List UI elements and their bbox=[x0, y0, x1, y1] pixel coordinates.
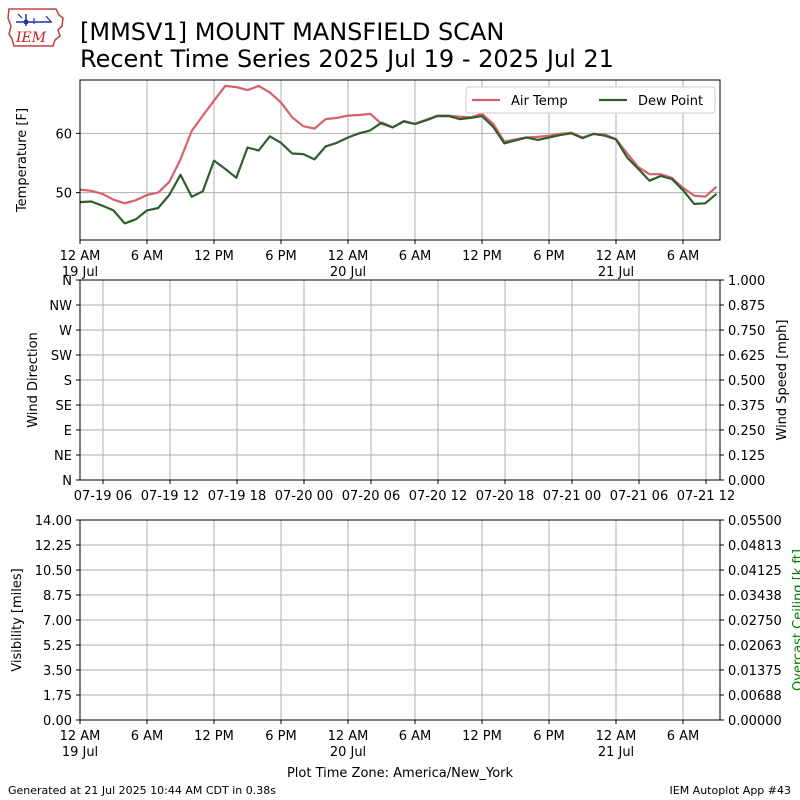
wind-y2tick-label: 0.750 bbox=[728, 324, 765, 339]
vis-xtick-label: 12 AM bbox=[60, 729, 101, 744]
wind-xtick-label: 07-21 00 bbox=[543, 489, 601, 504]
vis-axes-frame bbox=[79, 519, 721, 721]
vis-xtick-date: 21 Jul bbox=[598, 745, 634, 760]
wind-axes-frame bbox=[79, 279, 721, 481]
temp-ytick-label: 50 bbox=[55, 187, 72, 202]
app-note: IEM Autoplot App #43 bbox=[669, 784, 792, 797]
wind-y2tick-label: 0.125 bbox=[728, 449, 765, 464]
vis-ytick-label: 0.00 bbox=[43, 714, 72, 729]
vis-xtick-label: 6 AM bbox=[131, 729, 164, 744]
legend-air-temp-label: Air Temp bbox=[511, 94, 568, 109]
temp-xtick-label: 6 AM bbox=[667, 249, 700, 264]
ceiling-y2tick-label: 0.02750 bbox=[728, 614, 782, 629]
vis-ytick-label: 1.75 bbox=[43, 689, 72, 704]
wind-xtick-label: 07-19 06 bbox=[74, 489, 132, 504]
temp-xtick-date: 19 Jul bbox=[62, 265, 98, 280]
temp-ylabel: Temperature [F] bbox=[15, 108, 30, 213]
temp-xtick-label: 6 AM bbox=[399, 249, 432, 264]
wind-y2tick-label: 0.375 bbox=[728, 399, 765, 414]
vis-xtick-date: 19 Jul bbox=[62, 745, 98, 760]
vis-ylabel: Visibility [miles] bbox=[10, 568, 25, 671]
vis-ytick-label: 5.25 bbox=[43, 639, 72, 654]
wind-ytick-label: NW bbox=[49, 299, 72, 314]
wind-xtick-label: 07-21 06 bbox=[610, 489, 668, 504]
dew-point-line bbox=[79, 114, 718, 225]
wind-ytick-label: N bbox=[62, 274, 72, 289]
vis-xtick-date: 20 Jul bbox=[330, 745, 366, 760]
wind-xtick-label: 07-20 18 bbox=[476, 489, 534, 504]
vis-xtick-label: 12 AM bbox=[596, 729, 637, 744]
wind-ytick-label: N bbox=[62, 474, 72, 489]
wind-ytick-label: S bbox=[64, 374, 72, 389]
temp-xtick-label: 6 AM bbox=[131, 249, 164, 264]
wind-ytick-label: NE bbox=[54, 449, 72, 464]
vis-xtick-label: 12 PM bbox=[194, 729, 234, 744]
logo-text: IEM bbox=[15, 30, 47, 46]
temp-xtick-date: 21 Jul bbox=[598, 265, 634, 280]
ceiling-y2tick-label: 0.04813 bbox=[728, 539, 782, 554]
wind-ylabel: Wind Direction bbox=[26, 332, 41, 428]
vis-ytick-label: 14.00 bbox=[35, 514, 72, 529]
generated-note: Generated at 21 Jul 2025 10:44 AM CDT in… bbox=[8, 784, 276, 797]
vis-xtick-label: 12 PM bbox=[462, 729, 502, 744]
temp-xtick-label: 6 PM bbox=[533, 249, 564, 264]
temp-xtick-label: 6 PM bbox=[265, 249, 296, 264]
wind-ytick-label: SE bbox=[56, 399, 72, 414]
temp-xtick-date: 20 Jul bbox=[330, 265, 366, 280]
wind-y2tick-label: 0.500 bbox=[728, 374, 765, 389]
ceiling-y2tick-label: 0.00688 bbox=[728, 689, 782, 704]
vis-xtick-label: 12 AM bbox=[328, 729, 369, 744]
chart-title-line2: Recent Time Series 2025 Jul 19 - 2025 Ju… bbox=[80, 45, 614, 73]
wind-ytick-label: W bbox=[59, 324, 72, 339]
wind-xtick-label: 07-20 06 bbox=[342, 489, 400, 504]
wind-y2tick-label: 0.875 bbox=[728, 299, 765, 314]
wind-xtick-label: 07-21 12 bbox=[677, 489, 735, 504]
wind-xtick-label: 07-19 12 bbox=[141, 489, 199, 504]
wind-y2tick-label: 1.000 bbox=[728, 274, 765, 289]
ceiling-y2tick-label: 0.00000 bbox=[728, 714, 782, 729]
ceiling-y2tick-label: 0.05500 bbox=[728, 514, 782, 529]
ceiling-y2tick-label: 0.03438 bbox=[728, 589, 782, 604]
vis-ytick-label: 8.75 bbox=[43, 589, 72, 604]
wind-y2tick-label: 0.250 bbox=[728, 424, 765, 439]
iem-logo: IEM bbox=[6, 6, 66, 50]
wind-xtick-label: 07-20 00 bbox=[275, 489, 333, 504]
wind-y2tick-label: 0.000 bbox=[728, 474, 765, 489]
vis-ytick-label: 3.50 bbox=[43, 664, 72, 679]
wind-ytick-label: E bbox=[64, 424, 72, 439]
time-zone-xlabel: Plot Time Zone: America/New_York bbox=[287, 766, 514, 781]
temp-xtick-label: 12 PM bbox=[194, 249, 234, 264]
chart-title-line1: [MMSV1] MOUNT MANSFIELD SCAN bbox=[80, 18, 505, 46]
vis-xtick-label: 6 AM bbox=[399, 729, 432, 744]
temp-xtick-label: 12 PM bbox=[462, 249, 502, 264]
wind-xtick-label: 07-19 18 bbox=[208, 489, 266, 504]
vis-ytick-label: 7.00 bbox=[43, 614, 72, 629]
ceiling-y2tick-label: 0.04125 bbox=[728, 564, 782, 579]
vis-xtick-label: 6 PM bbox=[265, 729, 296, 744]
legend-dew-point-label: Dew Point bbox=[638, 94, 703, 109]
legend-box bbox=[465, 86, 716, 114]
wind-y2label: Wind Speed [mph] bbox=[775, 320, 790, 441]
ceiling-y2tick-label: 0.01375 bbox=[728, 664, 782, 679]
wind-ytick-label: SW bbox=[51, 349, 72, 364]
temp-axes-frame bbox=[79, 79, 721, 241]
wind-xtick-label: 07-20 12 bbox=[409, 489, 467, 504]
ceiling-y2label: Overcast Ceiling [k ft] bbox=[791, 549, 800, 691]
temp-xtick-label: 12 AM bbox=[60, 249, 101, 264]
temp-ytick-label: 60 bbox=[55, 127, 72, 142]
ceiling-y2tick-label: 0.02063 bbox=[728, 639, 782, 654]
vis-xtick-label: 6 AM bbox=[667, 729, 700, 744]
vis-ytick-label: 12.25 bbox=[35, 539, 72, 554]
temp-xtick-label: 12 AM bbox=[596, 249, 637, 264]
wind-y2tick-label: 0.625 bbox=[728, 349, 765, 364]
vis-ytick-label: 10.50 bbox=[35, 564, 72, 579]
vis-xtick-label: 6 PM bbox=[533, 729, 564, 744]
temp-xtick-label: 12 AM bbox=[328, 249, 369, 264]
